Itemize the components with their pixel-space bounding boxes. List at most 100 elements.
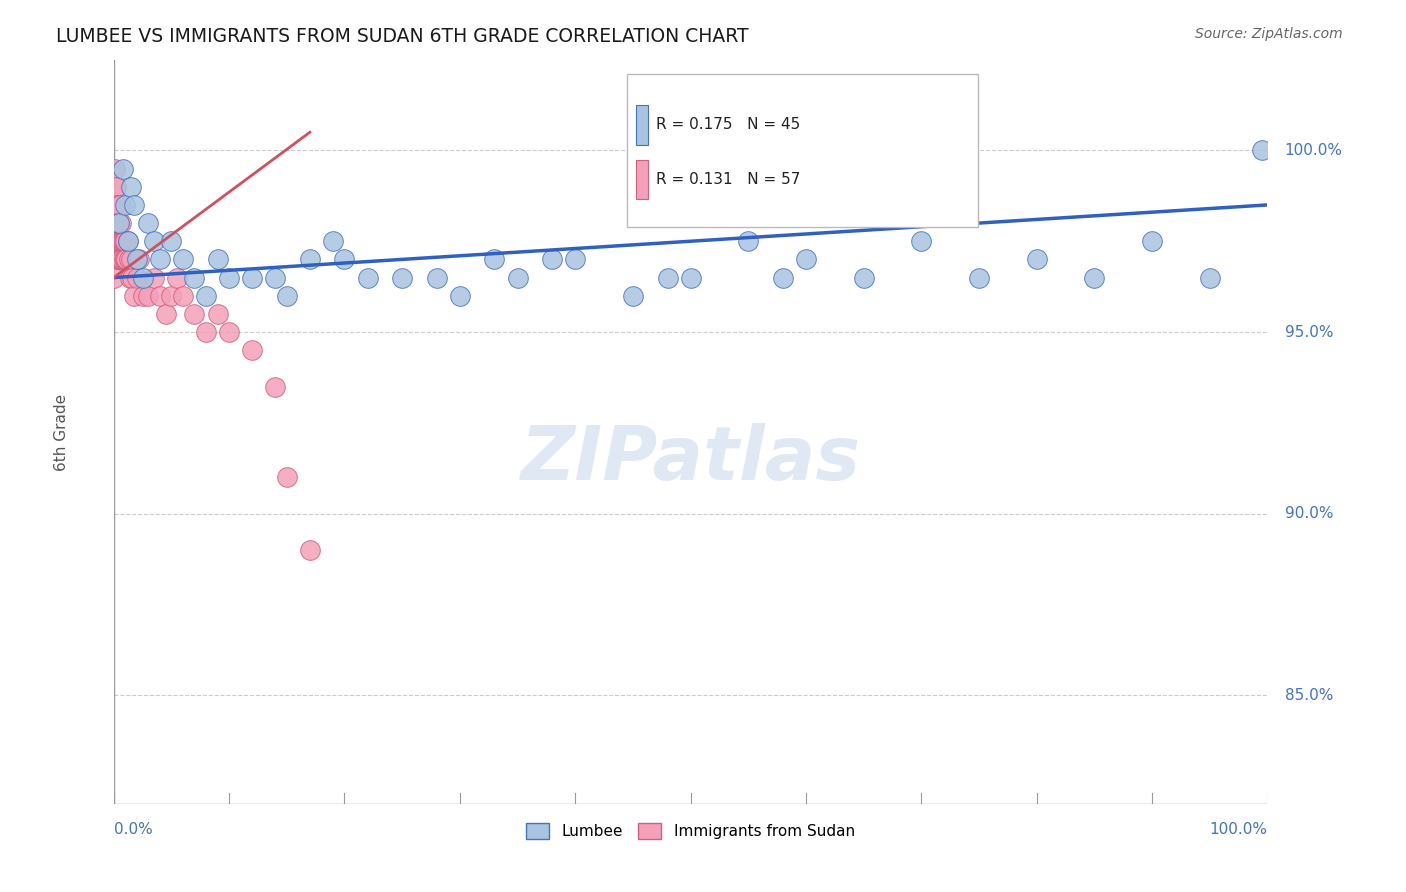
Point: [264, 270, 287, 285]
Text: 90.0%: 90.0%: [1285, 506, 1333, 521]
Point: [108, 216, 131, 230]
Point: [541, 252, 564, 267]
Point: [110, 252, 132, 267]
Point: [218, 325, 240, 339]
Point: [183, 270, 205, 285]
Point: [104, 198, 127, 212]
Point: [166, 270, 188, 285]
Point: [276, 470, 298, 484]
Point: [103, 270, 125, 285]
Legend: Lumbee, Immigrants from Sudan: Lumbee, Immigrants from Sudan: [520, 817, 860, 845]
Point: [772, 270, 794, 285]
Point: [111, 252, 134, 267]
Point: [240, 270, 263, 285]
Point: [121, 270, 143, 285]
Point: [1083, 270, 1105, 285]
Point: [120, 252, 142, 267]
Point: [125, 252, 148, 267]
Point: [117, 234, 139, 248]
Point: [114, 198, 136, 212]
FancyBboxPatch shape: [636, 105, 648, 145]
Point: [111, 161, 134, 176]
Point: [426, 270, 449, 285]
Text: 6th Grade: 6th Grade: [55, 393, 69, 470]
Point: [105, 234, 128, 248]
Text: 85.0%: 85.0%: [1285, 688, 1333, 703]
Point: [143, 270, 166, 285]
Point: [112, 252, 135, 267]
Point: [333, 252, 356, 267]
Point: [110, 234, 132, 248]
Point: [108, 234, 131, 248]
Point: [149, 289, 172, 303]
Text: R = 0.175   N = 45: R = 0.175 N = 45: [657, 118, 800, 133]
Point: [449, 289, 471, 303]
Point: [564, 252, 586, 267]
Point: [143, 234, 166, 248]
Point: [111, 234, 134, 248]
Point: [107, 252, 129, 267]
Text: Source: ZipAtlas.com: Source: ZipAtlas.com: [1195, 27, 1343, 41]
Point: [160, 234, 183, 248]
FancyBboxPatch shape: [636, 160, 648, 200]
Point: [128, 252, 150, 267]
Point: [125, 270, 148, 285]
Point: [967, 270, 990, 285]
Point: [105, 198, 128, 212]
Point: [136, 289, 159, 303]
Point: [1140, 234, 1163, 248]
Point: [737, 234, 759, 248]
Point: [112, 234, 135, 248]
Point: [1198, 270, 1220, 285]
Point: [104, 234, 127, 248]
Point: [183, 307, 205, 321]
Point: [131, 289, 153, 303]
Point: [218, 270, 240, 285]
Text: ZIPatlas: ZIPatlas: [520, 423, 860, 496]
Point: [120, 179, 142, 194]
Point: [298, 543, 321, 558]
Point: [111, 234, 134, 248]
Point: [794, 252, 817, 267]
Point: [172, 289, 194, 303]
Point: [149, 252, 172, 267]
Point: [264, 379, 287, 393]
Point: [657, 270, 679, 285]
Point: [110, 216, 132, 230]
Point: [1025, 252, 1047, 267]
FancyBboxPatch shape: [627, 74, 977, 227]
Point: [484, 252, 506, 267]
Point: [104, 179, 127, 194]
Point: [679, 270, 702, 285]
Text: LUMBEE VS IMMIGRANTS FROM SUDAN 6TH GRADE CORRELATION CHART: LUMBEE VS IMMIGRANTS FROM SUDAN 6TH GRAD…: [56, 27, 749, 45]
Point: [276, 289, 298, 303]
Point: [107, 216, 129, 230]
Point: [195, 325, 218, 339]
Point: [124, 289, 146, 303]
Point: [115, 252, 138, 267]
Point: [240, 343, 263, 358]
Point: [107, 234, 129, 248]
Point: [195, 289, 218, 303]
Point: [155, 307, 177, 321]
Point: [110, 252, 132, 267]
Point: [207, 307, 229, 321]
Text: 0.0%: 0.0%: [114, 822, 152, 838]
Point: [207, 252, 229, 267]
Point: [131, 270, 153, 285]
Point: [108, 234, 131, 248]
Point: [107, 252, 129, 267]
Point: [105, 216, 128, 230]
Point: [506, 270, 529, 285]
Point: [104, 216, 127, 230]
Point: [105, 179, 128, 194]
Point: [114, 252, 136, 267]
Point: [118, 252, 141, 267]
Text: 95.0%: 95.0%: [1285, 325, 1333, 340]
Point: [108, 216, 131, 230]
Text: 100.0%: 100.0%: [1209, 822, 1267, 838]
Point: [621, 289, 644, 303]
Point: [105, 198, 128, 212]
Point: [108, 198, 131, 212]
Text: 100.0%: 100.0%: [1285, 143, 1343, 158]
